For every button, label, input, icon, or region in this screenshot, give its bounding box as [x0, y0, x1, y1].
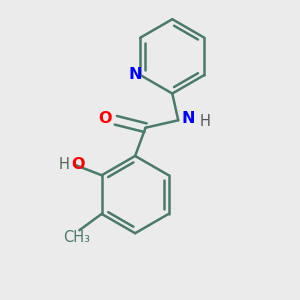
Text: O: O	[99, 111, 112, 126]
Text: H: H	[200, 114, 211, 129]
Text: H: H	[58, 157, 69, 172]
Text: N: N	[129, 67, 142, 82]
Text: O: O	[72, 157, 85, 172]
Text: N: N	[182, 111, 195, 126]
Text: CH₃: CH₃	[63, 230, 90, 245]
